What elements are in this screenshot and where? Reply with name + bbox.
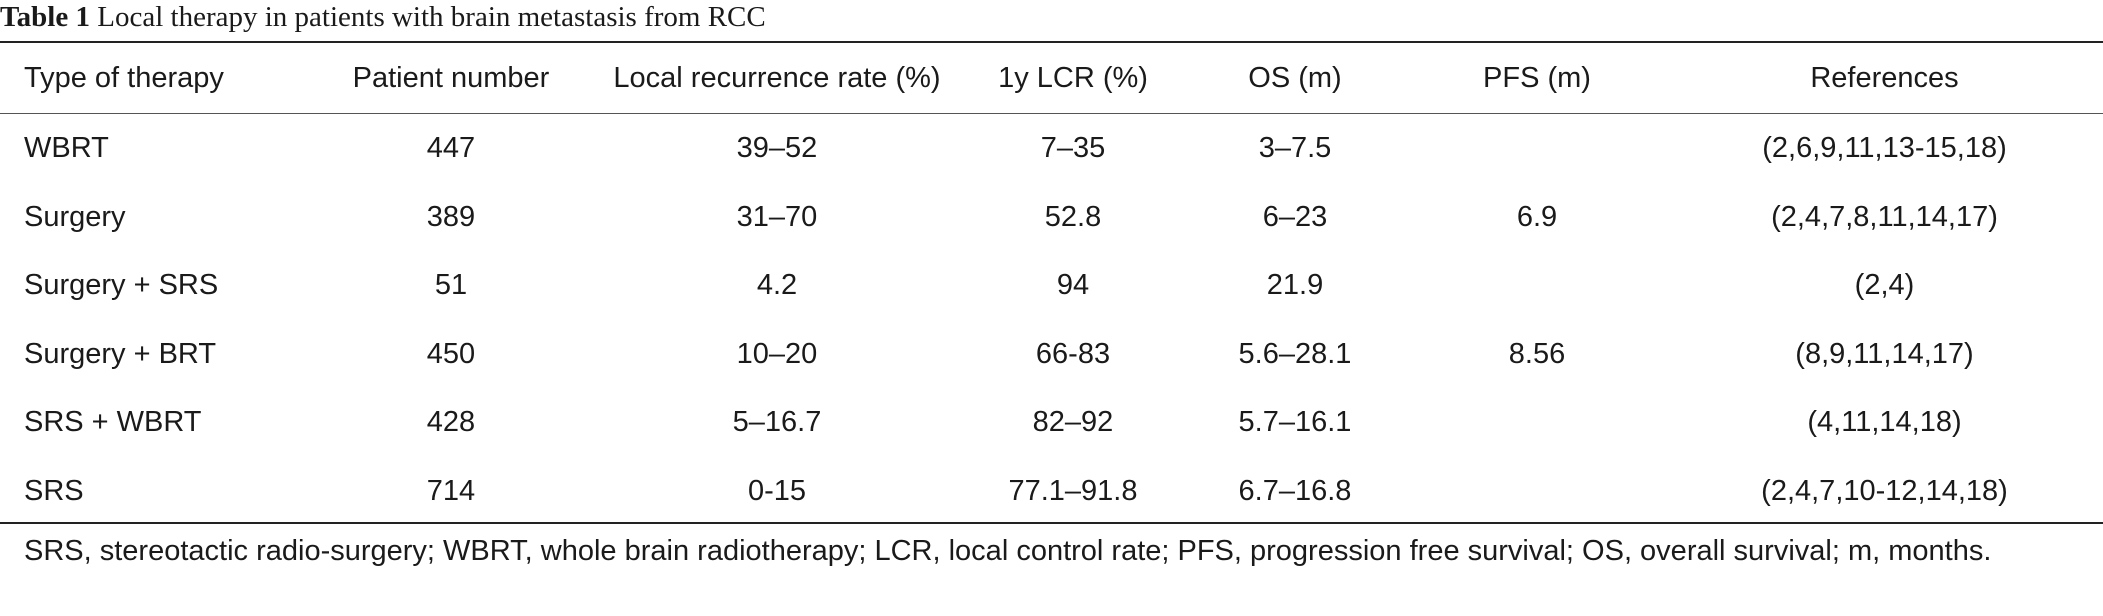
cell-pfs (1408, 457, 1666, 526)
header-row: Type of therapy Patient number Local rec… (0, 43, 2103, 113)
cell-patients: 51 (434, 269, 468, 302)
cell-patients: 428 (426, 406, 476, 439)
table-row: SRS + WBRT 428 5–16.7 82–92 5.7–16.1 (4,… (0, 389, 2103, 458)
cell-lcr: 82–92 (1032, 406, 1114, 439)
header-pfs: PFS (m) (1483, 61, 1591, 94)
cell-recurrence: 4.2 (756, 269, 798, 302)
cell-pfs: 6.9 (1516, 200, 1558, 233)
cell-references: (2,4,7,10-12,14,18) (1761, 474, 2008, 507)
cell-type: Surgery (24, 200, 126, 233)
header-local-recurrence-rate: Local recurrence rate (%) (613, 61, 941, 94)
cell-type: WBRT (24, 131, 109, 164)
table-caption-title: Local therapy in patients with brain met… (97, 1, 766, 33)
table-footnote: SRS, stereotactic radio-surgery; WBRT, w… (24, 535, 1992, 567)
cell-os: 6.7–16.8 (1238, 474, 1352, 507)
cell-patients: 389 (426, 200, 476, 233)
cell-recurrence: 10–20 (736, 337, 818, 370)
table-top-rule (0, 41, 2103, 43)
therapy-table: Type of therapy Patient number Local rec… (0, 43, 2103, 526)
cell-pfs (1408, 113, 1666, 183)
cell-os: 6–23 (1262, 200, 1328, 233)
cell-lcr: 52.8 (1044, 200, 1102, 233)
table-bottom-rule (0, 522, 2103, 524)
cell-os: 5.7–16.1 (1238, 406, 1352, 439)
cell-type: SRS (24, 474, 84, 507)
cell-lcr: 77.1–91.8 (1008, 474, 1138, 507)
cell-references: (2,4,7,8,11,14,17) (1771, 200, 1998, 233)
cell-os: 21.9 (1266, 269, 1324, 302)
cell-type: Surgery + SRS (24, 269, 219, 302)
cell-lcr: 7–35 (1040, 131, 1106, 164)
table-row: Surgery + SRS 51 4.2 94 21.9 (2,4) (0, 252, 2103, 321)
cell-references: (2,6,9,11,13-15,18) (1762, 131, 2007, 164)
table-row: SRS 714 0-15 77.1–91.8 6.7–16.8 (2,4,7,1… (0, 457, 2103, 526)
cell-os: 3–7.5 (1258, 131, 1332, 164)
cell-patients: 714 (426, 474, 476, 507)
header-1y-lcr: 1y LCR (%) (998, 61, 1148, 94)
header-patient-number: Patient number (352, 61, 550, 94)
table-caption-label: Table 1 (0, 1, 90, 33)
cell-type: Surgery + BRT (24, 337, 217, 370)
table-row: Surgery 389 31–70 52.8 6–23 6.9 (2,4,7,8… (0, 183, 2103, 252)
cell-references: (4,11,14,18) (1807, 406, 1962, 439)
table-caption: Table 1 Local therapy in patients with b… (0, 0, 766, 40)
cell-patients: 450 (426, 337, 476, 370)
cell-references: (8,9,11,14,17) (1795, 337, 1974, 370)
cell-os: 5.6–28.1 (1238, 337, 1352, 370)
cell-type: SRS + WBRT (24, 406, 202, 439)
table-row: Surgery + BRT 450 10–20 66-83 5.6–28.1 8… (0, 320, 2103, 389)
cell-lcr: 94 (1056, 269, 1090, 302)
cell-references: (2,4) (1854, 269, 1915, 302)
cell-pfs: 8.56 (1508, 337, 1566, 370)
cell-pfs (1408, 252, 1666, 321)
table-header-rule (0, 113, 2103, 114)
header-type-of-therapy: Type of therapy (24, 61, 224, 94)
header-os: OS (m) (1248, 61, 1342, 94)
cell-recurrence: 5–16.7 (732, 406, 822, 439)
cell-recurrence: 39–52 (736, 131, 818, 164)
cell-recurrence: 0-15 (747, 474, 807, 507)
cell-recurrence: 31–70 (736, 200, 818, 233)
header-references: References (1810, 61, 1959, 94)
table-row: WBRT 447 39–52 7–35 3–7.5 (2,6,9,11,13-1… (0, 113, 2103, 183)
cell-patients: 447 (426, 131, 476, 164)
cell-pfs (1408, 389, 1666, 458)
cell-lcr: 66-83 (1035, 337, 1111, 370)
